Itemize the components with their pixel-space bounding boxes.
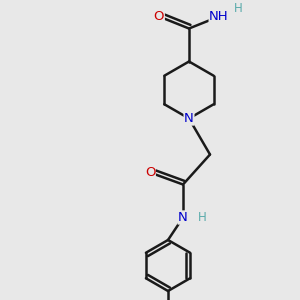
Text: NH: NH bbox=[209, 10, 229, 23]
Text: O: O bbox=[145, 166, 155, 179]
Text: O: O bbox=[154, 10, 164, 23]
Text: N: N bbox=[184, 112, 194, 125]
Text: H: H bbox=[234, 2, 243, 16]
Text: H: H bbox=[198, 211, 207, 224]
Text: N: N bbox=[178, 211, 188, 224]
